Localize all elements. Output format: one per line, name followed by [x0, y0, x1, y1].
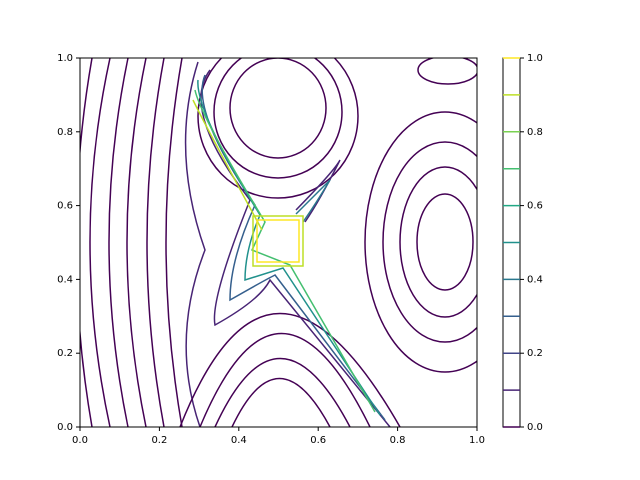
contour-line: [295, 159, 341, 223]
x-tick-label: 0.4: [231, 435, 247, 446]
contour-line: [126, 58, 147, 427]
colorbar-tick-label: 0.0: [527, 422, 543, 433]
contour-line: [165, 58, 183, 427]
x-tick-label: 1.0: [469, 435, 485, 446]
contour-line: [146, 58, 165, 427]
contour-line: [200, 69, 391, 427]
contour-line: [416, 193, 474, 291]
contour-line: [89, 58, 111, 427]
contour-line: [229, 58, 327, 159]
y-tick-label: 0.6: [57, 201, 73, 212]
contour-line: [179, 313, 401, 427]
contour-line: [214, 357, 351, 427]
y-tick-label: 0.8: [57, 127, 73, 138]
contour-field: [80, 58, 477, 427]
axes-frame: [79, 57, 478, 428]
contour-line: [184, 61, 206, 427]
contour-line: [194, 89, 376, 413]
contour-line: [80, 58, 93, 427]
contour-line: [364, 111, 477, 373]
contour-line: [197, 79, 381, 416]
contour-line: [231, 377, 331, 427]
contour-line: [197, 58, 359, 199]
contour-line: [192, 99, 263, 231]
x-tick-label: 0.2: [151, 435, 167, 446]
colorbar-tick-label: 0.8: [527, 127, 543, 138]
y-tick-label: 1.0: [57, 53, 73, 64]
y-tick-label: 0.4: [57, 274, 73, 285]
contour-line: [382, 141, 477, 343]
colorbar-tick-label: 0.6: [527, 201, 543, 212]
y-tick-label: 0.2: [57, 348, 73, 359]
colorbar-tick-label: 1.0: [527, 53, 543, 64]
x-tick-label: 0.6: [310, 435, 326, 446]
contour-line: [199, 333, 371, 427]
colorbar-tick-label: 0.4: [527, 274, 543, 285]
contour-line: [399, 166, 477, 318]
contour-line: [108, 58, 129, 427]
x-tick-label: 0.8: [390, 435, 406, 446]
contour-line: [295, 179, 331, 223]
colorbar-tick-label: 0.2: [527, 348, 543, 359]
contour-line: [417, 58, 477, 85]
contour-line: [256, 219, 300, 263]
y-tick-label: 0.0: [57, 422, 73, 433]
x-tick-label: 0.0: [72, 435, 88, 446]
contour-line: [213, 58, 343, 179]
contour-line: [252, 215, 304, 267]
